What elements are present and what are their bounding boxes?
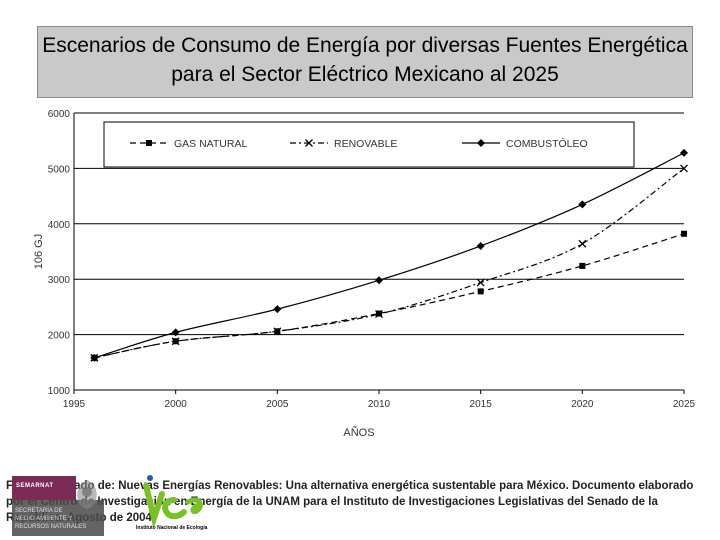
legend-marker: [305, 139, 313, 147]
x-tick-label: 2010: [368, 399, 391, 410]
y-tick-label: 6000: [48, 109, 71, 120]
y-tick-label: 3000: [48, 275, 71, 286]
data-point: [171, 337, 180, 346]
data-point: [476, 278, 485, 287]
data-point: [273, 327, 282, 336]
ine-logo-text: Instituto Nacional de Ecología: [136, 525, 208, 531]
x-tick-label: 2015: [470, 399, 493, 410]
series-line-renovable: [94, 167, 685, 359]
semarnat-logo: SEMARNAT SECRETARÍA DE MEDIO AMBIENTE Y …: [12, 476, 104, 536]
data-point: [680, 164, 688, 173]
x-tick-label: 2025: [673, 399, 696, 410]
legend-marker: [477, 139, 485, 147]
data-point: [375, 310, 383, 319]
series-line-combust-leo: [94, 152, 685, 359]
data-point: [90, 353, 99, 362]
data-point: [578, 239, 587, 248]
line-chart: 1000 2000 3000 4000 5000 6000 1995 2000 2005 2010…: [33, 109, 696, 439]
y-tick-label: 2000: [48, 331, 71, 342]
legend-marker: [146, 140, 152, 146]
legend-label: COMBUSTÓLEO: [506, 137, 588, 150]
data-point: [579, 262, 586, 269]
data-point: [680, 148, 688, 157]
series-line-gas-natural: [94, 233, 685, 359]
legend-box: [103, 121, 635, 168]
data-point: [476, 241, 485, 250]
legend-label: GAS NATURAL: [174, 138, 247, 150]
data-point: [273, 305, 282, 314]
source-note: Fuente: Tomado de: Nuevas Energías Renov…: [6, 480, 694, 524]
x-axis-label: AÑOS: [343, 426, 374, 439]
x-tick-label: 1995: [63, 399, 86, 410]
semarnat-logo-text: SEMARNAT: [16, 483, 54, 489]
x-tick-label: 2020: [571, 399, 594, 410]
legend-label: RENOVABLE: [334, 138, 397, 150]
data-point: [171, 328, 180, 337]
x-tick-label: 2000: [165, 399, 188, 410]
y-tick-label: 4000: [48, 220, 71, 231]
data-point: [681, 230, 687, 237]
x-tick-label: 2005: [266, 399, 289, 410]
data-point: [375, 276, 383, 285]
ine-logo-icon: [143, 475, 203, 529]
chart-title-line-2: para el Sector Eléctrico Mexicano al 202…: [171, 63, 559, 86]
y-tick-label: 1000: [48, 386, 71, 397]
coat-of-arms-icon: [77, 480, 97, 509]
data-point: [477, 288, 484, 295]
y-tick-label: 5000: [48, 164, 71, 175]
ine-logo: Instituto Nacional de Ecología: [132, 470, 222, 536]
data-point: [578, 200, 587, 209]
chart-title-line-1: Escenarios de Consumo de Energía por div…: [42, 34, 688, 57]
y-axis-label: 106 GJ: [33, 234, 45, 269]
chart-title-box: Escenarios de Consumo de Energía por div…: [37, 26, 693, 98]
